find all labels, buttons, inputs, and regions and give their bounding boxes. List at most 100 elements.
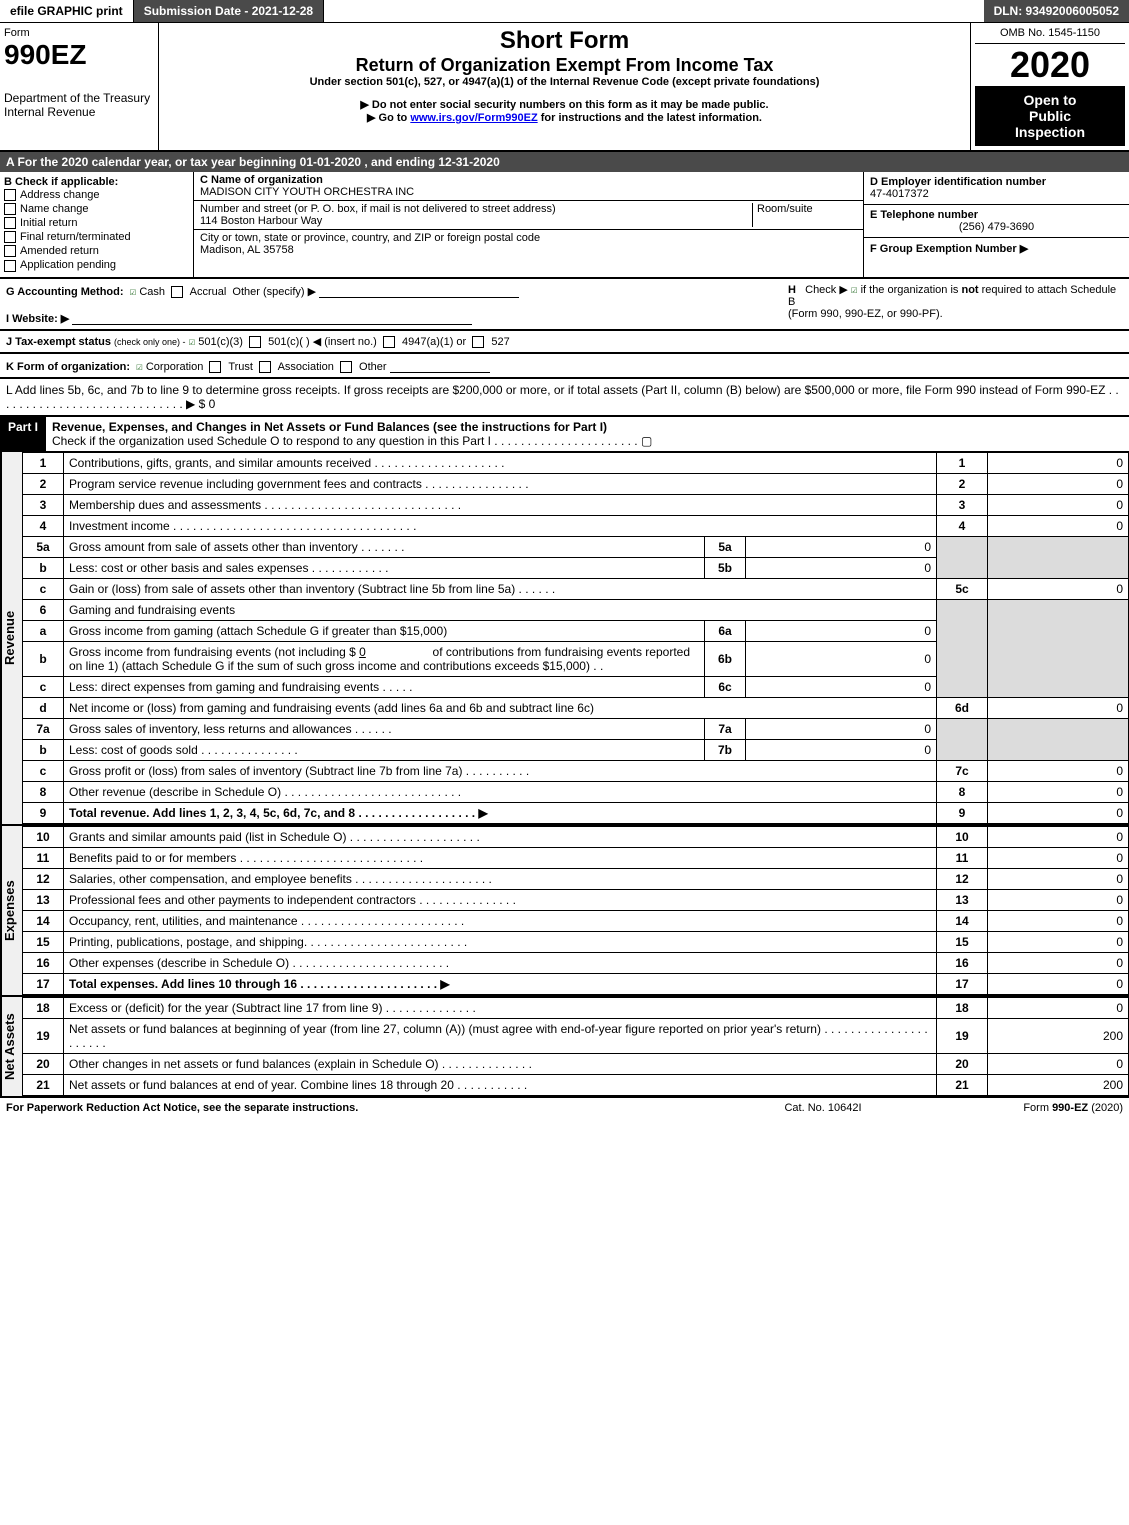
top-bar: efile GRAPHIC print Submission Date - 20… bbox=[0, 0, 1129, 23]
line-21: 21Net assets or fund balances at end of … bbox=[23, 1074, 1129, 1095]
line-10: 10Grants and similar amounts paid (list … bbox=[23, 826, 1129, 847]
row-k: K Form of organization: ☑ Corporation Tr… bbox=[0, 354, 1129, 379]
check-corporation[interactable]: ☑ bbox=[136, 360, 143, 373]
title-return: Return of Organization Exempt From Incom… bbox=[163, 55, 966, 76]
dln-label: DLN: 93492006005052 bbox=[984, 0, 1129, 22]
revenue-label: Revenue bbox=[0, 452, 22, 824]
revenue-section: Revenue 1Contributions, gifts, grants, a… bbox=[0, 452, 1129, 824]
line-1: 1Contributions, gifts, grants, and simil… bbox=[23, 452, 1129, 473]
net-assets-section: Net Assets 18Excess or (deficit) for the… bbox=[0, 995, 1129, 1096]
org-address: 114 Boston Harbour Way bbox=[200, 215, 322, 227]
expenses-table: 10Grants and similar amounts paid (list … bbox=[22, 826, 1129, 995]
d-ein-label: D Employer identification number bbox=[870, 176, 1046, 188]
submission-date: Submission Date - 2021-12-28 bbox=[134, 0, 324, 22]
form-label: Form bbox=[4, 27, 154, 39]
line-19: 19Net assets or fund balances at beginni… bbox=[23, 1018, 1129, 1053]
row-gh: G Accounting Method: ☑ Cash Accrual Othe… bbox=[0, 279, 1129, 331]
entity-block: B Check if applicable: Address change Na… bbox=[0, 172, 1129, 279]
row-j: J Tax-exempt status (check only one) - ☑… bbox=[0, 331, 1129, 354]
form-header: Form 990EZ Department of the Treasury In… bbox=[0, 23, 1129, 152]
irs-link[interactable]: www.irs.gov/Form990EZ bbox=[410, 112, 537, 124]
other-org-field[interactable] bbox=[390, 358, 490, 373]
org-city: Madison, AL 35758 bbox=[200, 244, 294, 256]
line-12: 12Salaries, other compensation, and empl… bbox=[23, 868, 1129, 889]
city-label: City or town, state or province, country… bbox=[200, 232, 540, 244]
line-3: 3Membership dues and assessments . . . .… bbox=[23, 494, 1129, 515]
check-schedule-b[interactable]: ☑ bbox=[851, 283, 858, 296]
e-phone-label: E Telephone number bbox=[870, 209, 978, 221]
line-17: 17Total expenses. Add lines 10 through 1… bbox=[23, 973, 1129, 994]
net-assets-label: Net Assets bbox=[0, 997, 22, 1096]
ein-value: 47-4017372 bbox=[870, 188, 929, 200]
check-4947[interactable] bbox=[383, 336, 395, 348]
check-cash[interactable]: ☑ bbox=[130, 284, 137, 297]
title-short-form: Short Form bbox=[163, 27, 966, 55]
expenses-label: Expenses bbox=[0, 826, 22, 995]
dept-treasury: Department of the Treasury bbox=[4, 91, 154, 105]
c-label: C Name of organization bbox=[200, 174, 323, 186]
check-accrual[interactable] bbox=[171, 286, 183, 298]
omb-number: OMB No. 1545-1150 bbox=[975, 27, 1125, 44]
net-assets-table: 18Excess or (deficit) for the year (Subt… bbox=[22, 997, 1129, 1096]
line-5c: cGain or (loss) from sale of assets othe… bbox=[23, 578, 1129, 599]
efile-print-button[interactable]: efile GRAPHIC print bbox=[0, 0, 134, 22]
section-def: D Employer identification number 47-4017… bbox=[863, 172, 1129, 277]
part-1-title: Revenue, Expenses, and Changes in Net As… bbox=[52, 420, 607, 434]
other-specify-field[interactable] bbox=[319, 283, 519, 298]
row-l: L Add lines 5b, 6c, and 7b to line 9 to … bbox=[0, 379, 1129, 417]
part-1-header: Part I Revenue, Expenses, and Changes in… bbox=[0, 417, 1129, 452]
footer-catno: Cat. No. 10642I bbox=[723, 1102, 923, 1114]
f-group-label: F Group Exemption Number ▶ bbox=[870, 243, 1028, 255]
line-15: 15Printing, publications, postage, and s… bbox=[23, 931, 1129, 952]
check-name-change[interactable]: Name change bbox=[4, 202, 189, 216]
check-address-change[interactable]: Address change bbox=[4, 188, 189, 202]
check-amended-return[interactable]: Amended return bbox=[4, 244, 189, 258]
dept-irs: Internal Revenue bbox=[4, 105, 154, 119]
i-label: I Website: ▶ bbox=[6, 313, 69, 325]
check-527[interactable] bbox=[472, 336, 484, 348]
open-to-public: Open to Public Inspection bbox=[975, 86, 1125, 146]
line-13: 13Professional fees and other payments t… bbox=[23, 889, 1129, 910]
form-number: 990EZ bbox=[4, 39, 154, 71]
footer-paperwork: For Paperwork Reduction Act Notice, see … bbox=[6, 1102, 723, 1114]
line-6d: dNet income or (loss) from gaming and fu… bbox=[23, 697, 1129, 718]
ssn-warning: ▶ Do not enter social security numbers o… bbox=[163, 98, 966, 111]
part-1-label: Part I bbox=[0, 417, 46, 451]
g-label: G Accounting Method: bbox=[6, 285, 124, 297]
line-7c: cGross profit or (loss) from sales of in… bbox=[23, 760, 1129, 781]
check-initial-return[interactable]: Initial return bbox=[4, 216, 189, 230]
line-4: 4Investment income . . . . . . . . . . .… bbox=[23, 515, 1129, 536]
check-other-org[interactable] bbox=[340, 361, 352, 373]
check-501c[interactable] bbox=[249, 336, 261, 348]
room-suite-label: Room/suite bbox=[752, 203, 857, 227]
check-final-return[interactable]: Final return/terminated bbox=[4, 230, 189, 244]
subtitle-section: Under section 501(c), 527, or 4947(a)(1)… bbox=[163, 76, 966, 88]
line-6: 6Gaming and fundraising events bbox=[23, 599, 1129, 620]
row-a-period: A For the 2020 calendar year, or tax yea… bbox=[0, 152, 1129, 172]
line-20: 20Other changes in net assets or fund ba… bbox=[23, 1053, 1129, 1074]
h-label: H bbox=[788, 284, 796, 296]
tax-year: 2020 bbox=[975, 44, 1125, 86]
page-footer: For Paperwork Reduction Act Notice, see … bbox=[0, 1096, 1129, 1118]
line-9: 9Total revenue. Add lines 1, 2, 3, 4, 5c… bbox=[23, 802, 1129, 823]
goto-link-line: ▶ Go to www.irs.gov/Form990EZ for instru… bbox=[163, 111, 966, 124]
part-1-check: Check if the organization used Schedule … bbox=[52, 434, 652, 448]
line-16: 16Other expenses (describe in Schedule O… bbox=[23, 952, 1129, 973]
line-5a: 5aGross amount from sale of assets other… bbox=[23, 536, 1129, 557]
expenses-section: Expenses 10Grants and similar amounts pa… bbox=[0, 824, 1129, 995]
website-field[interactable] bbox=[72, 310, 472, 325]
phone-value: (256) 479-3690 bbox=[870, 221, 1123, 233]
check-trust[interactable] bbox=[209, 361, 221, 373]
section-b-header: B Check if applicable: bbox=[4, 176, 189, 188]
line-11: 11Benefits paid to or for members . . . … bbox=[23, 847, 1129, 868]
section-c: C Name of organization MADISON CITY YOUT… bbox=[194, 172, 863, 277]
line-18: 18Excess or (deficit) for the year (Subt… bbox=[23, 997, 1129, 1018]
check-501c3[interactable]: ☑ bbox=[189, 335, 196, 348]
line-14: 14Occupancy, rent, utilities, and mainte… bbox=[23, 910, 1129, 931]
line-2: 2Program service revenue including gover… bbox=[23, 473, 1129, 494]
check-association[interactable] bbox=[259, 361, 271, 373]
footer-formref: Form 990-EZ (2020) bbox=[923, 1102, 1123, 1114]
addr-label: Number and street (or P. O. box, if mail… bbox=[200, 203, 556, 215]
check-application-pending[interactable]: Application pending bbox=[4, 258, 189, 272]
revenue-table: 1Contributions, gifts, grants, and simil… bbox=[22, 452, 1129, 824]
